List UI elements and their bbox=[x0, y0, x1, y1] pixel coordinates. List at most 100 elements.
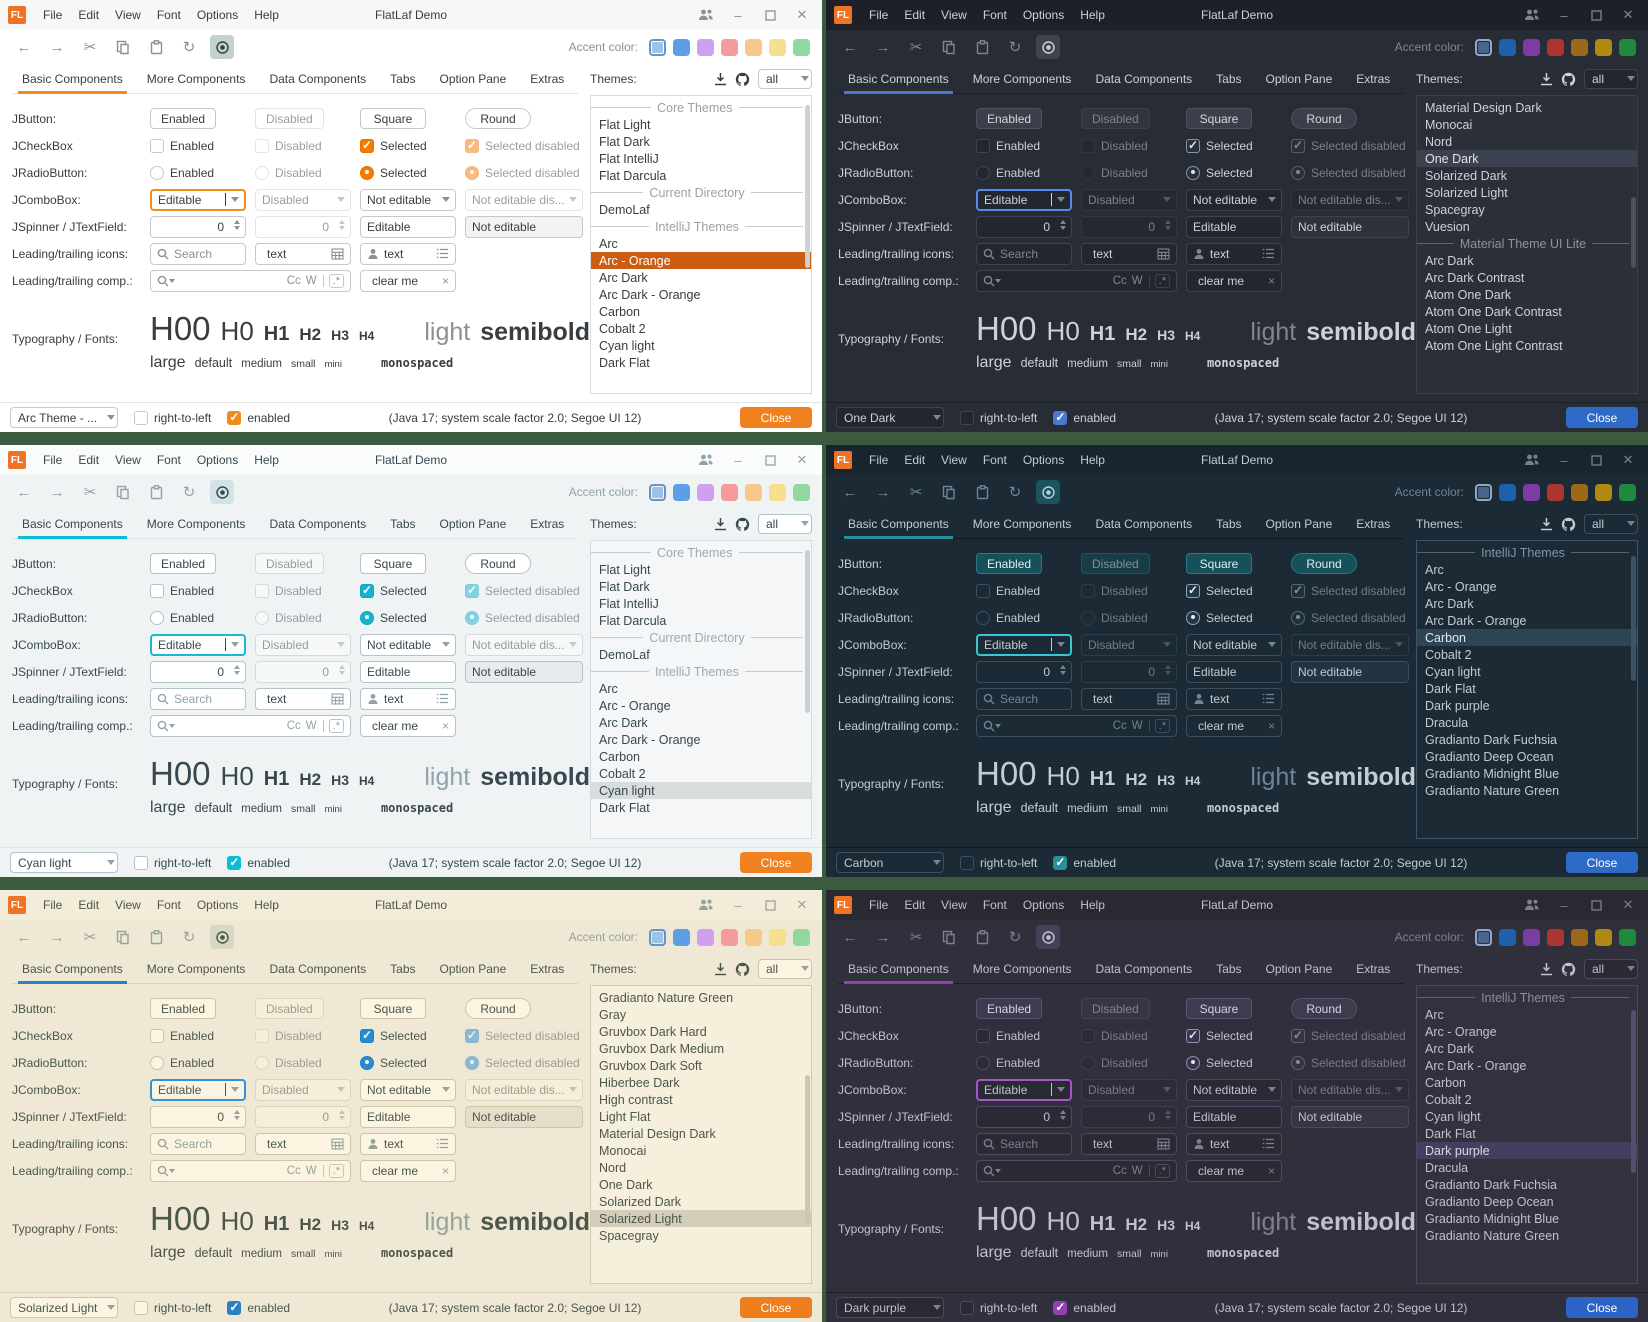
theme-selector-dropdown[interactable]: Dark purple bbox=[836, 1297, 944, 1318]
copy-icon[interactable] bbox=[937, 925, 961, 949]
text-input-user[interactable]: text bbox=[1186, 242, 1282, 265]
accent-swatch[interactable] bbox=[697, 928, 714, 946]
match-case-button[interactable]: Cc bbox=[286, 719, 301, 732]
accent-swatch[interactable] bbox=[1475, 38, 1492, 56]
theme-list-item[interactable]: Gradianto Nature Green bbox=[1425, 1228, 1560, 1243]
close-window-button[interactable]: ✕ bbox=[796, 897, 808, 912]
menu-font[interactable]: Font bbox=[156, 453, 181, 467]
theme-list-item[interactable]: Cyan light bbox=[591, 782, 811, 799]
theme-list-item[interactable]: Cobalt 2 bbox=[599, 766, 646, 781]
tab-tabs[interactable]: Tabs bbox=[390, 71, 416, 86]
menu-font[interactable]: Font bbox=[982, 898, 1007, 912]
theme-list-item[interactable]: Nord bbox=[599, 1160, 627, 1175]
theme-list-item[interactable]: Gradianto Dark Fuchsia bbox=[1425, 1177, 1558, 1192]
menu-file[interactable]: File bbox=[43, 453, 63, 467]
combobox-editable[interactable]: Editable bbox=[150, 188, 246, 211]
theme-list-item[interactable]: DemoLaf bbox=[599, 647, 650, 662]
combobox-editable[interactable]: Editable bbox=[150, 1078, 246, 1101]
tab-extras[interactable]: Extras bbox=[1356, 516, 1391, 531]
accent-swatch[interactable] bbox=[1499, 928, 1516, 946]
search-input[interactable]: Search bbox=[150, 242, 246, 265]
theme-filter-dropdown[interactable]: all bbox=[1584, 514, 1638, 534]
square-button[interactable]: Square bbox=[1186, 998, 1252, 1019]
theme-list-item[interactable]: Arc Dark bbox=[1425, 253, 1474, 268]
tab-option-pane[interactable]: Option Pane bbox=[1265, 516, 1333, 531]
theme-list-item[interactable]: Carbon bbox=[599, 749, 640, 764]
tab-data-components[interactable]: Data Components bbox=[269, 71, 367, 86]
theme-list-item[interactable]: Carbon bbox=[1425, 1075, 1466, 1090]
github-icon[interactable] bbox=[1561, 962, 1576, 977]
textfield-editable[interactable]: Editable bbox=[360, 660, 456, 683]
copy-icon[interactable] bbox=[111, 35, 135, 59]
menu-help[interactable]: Help bbox=[1080, 898, 1105, 912]
clear-me-input[interactable]: clear me × bbox=[360, 714, 456, 737]
menu-options[interactable]: Options bbox=[1022, 453, 1065, 467]
download-icon[interactable] bbox=[1540, 962, 1553, 976]
combobox-editable[interactable]: Editable bbox=[976, 1078, 1072, 1101]
menu-help[interactable]: Help bbox=[1080, 8, 1105, 22]
back-icon[interactable]: ← bbox=[16, 38, 32, 56]
tab-more-components[interactable]: More Components bbox=[146, 516, 246, 531]
refresh-icon[interactable]: ↻ bbox=[182, 39, 196, 56]
spinner[interactable]: 0 bbox=[150, 660, 246, 683]
theme-list-item[interactable]: Dark purple bbox=[1417, 1142, 1637, 1159]
text-input-user[interactable]: text bbox=[360, 242, 456, 265]
spinner[interactable]: 0 bbox=[150, 1105, 246, 1128]
menu-edit[interactable]: Edit bbox=[904, 898, 926, 912]
accent-swatch[interactable] bbox=[1619, 928, 1636, 946]
minimize-button[interactable]: – bbox=[734, 452, 742, 468]
theme-list-item[interactable]: Monocai bbox=[599, 1143, 647, 1158]
menu-edit[interactable]: Edit bbox=[904, 453, 926, 467]
checkbox-selected[interactable]: Selected bbox=[1186, 138, 1253, 153]
back-icon[interactable]: ← bbox=[16, 483, 32, 501]
theme-list-item[interactable]: Atom One Dark Contrast bbox=[1425, 304, 1562, 319]
accent-swatch[interactable] bbox=[1571, 928, 1588, 946]
theme-list-scrollbar[interactable] bbox=[804, 541, 811, 838]
round-button[interactable]: Round bbox=[1291, 998, 1357, 1019]
right-to-left-checkbox[interactable]: right-to-left bbox=[134, 855, 211, 870]
accent-swatch[interactable] bbox=[673, 928, 690, 946]
maximize-button[interactable] bbox=[756, 894, 784, 916]
theme-list-item[interactable]: Flat Light bbox=[599, 562, 651, 577]
theme-list-item[interactable]: Flat Light bbox=[599, 117, 651, 132]
accent-swatch[interactable] bbox=[745, 483, 762, 501]
theme-list-item[interactable]: Atom One Dark bbox=[1425, 287, 1512, 302]
radio-selected[interactable]: Selected bbox=[360, 1055, 427, 1070]
tab-basic-components[interactable]: Basic Components bbox=[838, 64, 959, 94]
theme-list-item[interactable]: Arc - Orange bbox=[1425, 1024, 1497, 1039]
spinner[interactable]: 0 bbox=[976, 1105, 1072, 1128]
theme-list-item[interactable]: Atom One Light bbox=[1425, 321, 1512, 336]
menu-view[interactable]: View bbox=[941, 8, 967, 22]
menu-view[interactable]: View bbox=[941, 898, 967, 912]
accent-swatch[interactable] bbox=[1595, 38, 1612, 56]
theme-list-item[interactable]: Arc bbox=[1425, 562, 1444, 577]
menu-font[interactable]: Font bbox=[982, 8, 1007, 22]
menu-file[interactable]: File bbox=[869, 453, 889, 467]
show-hidden-toggle-icon[interactable] bbox=[1036, 35, 1060, 59]
github-icon[interactable] bbox=[1561, 517, 1576, 532]
accent-swatch[interactable] bbox=[1619, 483, 1636, 501]
radio-selected[interactable]: Selected bbox=[1186, 165, 1253, 180]
accent-swatch[interactable] bbox=[745, 928, 762, 946]
checkbox-selected[interactable]: Selected bbox=[1186, 583, 1253, 598]
close-button[interactable]: Close bbox=[740, 852, 812, 873]
theme-list-item[interactable]: Cobalt 2 bbox=[1425, 647, 1472, 662]
forward-icon[interactable]: → bbox=[875, 928, 891, 946]
theme-list-item[interactable]: Flat Darcula bbox=[599, 613, 667, 628]
tab-more-components[interactable]: More Components bbox=[146, 961, 246, 976]
theme-list-item[interactable]: Atom One Light Contrast bbox=[1425, 338, 1563, 353]
theme-list-item[interactable]: Dark Flat bbox=[599, 355, 650, 370]
theme-list-item[interactable]: Arc Dark bbox=[599, 270, 648, 285]
checkbox-enabled[interactable]: Enabled bbox=[976, 138, 1040, 153]
regex-button[interactable]: .* bbox=[328, 1163, 344, 1178]
checkbox-selected[interactable]: Selected bbox=[1186, 1028, 1253, 1043]
menu-font[interactable]: Font bbox=[156, 8, 181, 22]
round-button[interactable]: Round bbox=[465, 108, 531, 129]
maximize-button[interactable] bbox=[756, 4, 784, 26]
clear-me-input[interactable]: clear me × bbox=[1186, 714, 1282, 737]
text-input-calendar[interactable]: text bbox=[255, 687, 351, 710]
combobox-editable[interactable]: Editable bbox=[976, 188, 1072, 211]
tab-more-components[interactable]: More Components bbox=[972, 961, 1072, 976]
theme-selector-dropdown[interactable]: Arc Theme - ... bbox=[10, 407, 118, 428]
spinner-arrows-icon[interactable] bbox=[228, 1110, 245, 1123]
